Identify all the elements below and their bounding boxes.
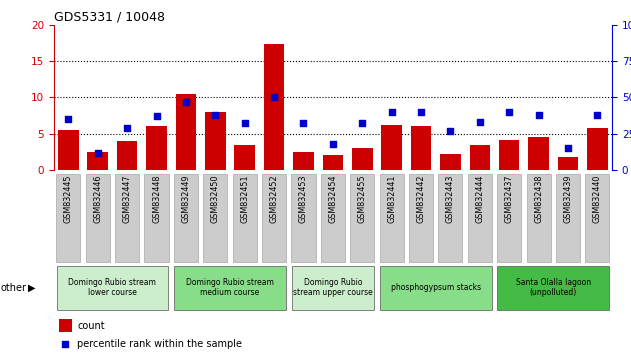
Bar [497, 266, 609, 310]
Bar [58, 130, 79, 170]
Text: GSM832437: GSM832437 [505, 175, 514, 223]
Bar [203, 173, 227, 262]
Bar [411, 126, 432, 170]
Text: GSM832454: GSM832454 [328, 175, 338, 223]
Text: phosphogypsum stacks: phosphogypsum stacks [391, 283, 481, 292]
Bar [352, 148, 372, 170]
Bar [469, 144, 490, 170]
Point [63, 116, 73, 122]
Text: GSM832455: GSM832455 [358, 175, 367, 223]
Text: GSM832451: GSM832451 [240, 175, 249, 223]
Bar [322, 155, 343, 170]
Text: GSM832453: GSM832453 [299, 175, 308, 223]
Text: count: count [77, 321, 105, 331]
Bar [381, 125, 402, 170]
Bar [409, 173, 433, 262]
Text: GSM832440: GSM832440 [593, 175, 602, 223]
Point [416, 109, 426, 115]
Text: GSM832445: GSM832445 [64, 175, 73, 223]
Bar [440, 154, 461, 170]
Bar [528, 137, 549, 170]
Bar [556, 173, 580, 262]
Bar [262, 173, 286, 262]
Bar [115, 173, 139, 262]
Text: GSM832448: GSM832448 [152, 175, 161, 223]
Bar [439, 173, 463, 262]
Bar [174, 173, 198, 262]
Point [445, 128, 456, 133]
Text: GDS5331 / 10048: GDS5331 / 10048 [54, 11, 165, 24]
Text: Santa Olalla lagoon
(unpolluted): Santa Olalla lagoon (unpolluted) [516, 278, 591, 297]
Text: ▶: ▶ [28, 282, 35, 293]
Bar [264, 44, 285, 170]
Bar [146, 126, 167, 170]
Text: Domingo Rubio stream
medium course: Domingo Rubio stream medium course [186, 278, 274, 297]
Bar [292, 173, 316, 262]
Bar [292, 266, 374, 310]
Text: GSM832438: GSM832438 [534, 175, 543, 223]
Point [181, 99, 191, 104]
Point [534, 112, 544, 118]
Text: GSM832450: GSM832450 [211, 175, 220, 223]
Point [593, 112, 603, 118]
Bar [350, 173, 374, 262]
Bar [88, 152, 108, 170]
Bar [205, 112, 225, 170]
Text: GSM832439: GSM832439 [563, 175, 572, 223]
Text: GSM832443: GSM832443 [446, 175, 455, 223]
Point [61, 341, 71, 347]
Point [504, 109, 514, 115]
Point [298, 121, 309, 126]
Text: other: other [1, 282, 27, 293]
Bar [293, 152, 314, 170]
Point [122, 125, 132, 131]
Text: GSM832449: GSM832449 [181, 175, 191, 223]
Text: GSM832447: GSM832447 [122, 175, 132, 223]
Bar [117, 141, 138, 170]
Bar [586, 173, 610, 262]
Bar [56, 173, 80, 262]
Text: Domingo Rubio
stream upper course: Domingo Rubio stream upper course [293, 278, 373, 297]
Point [210, 112, 220, 118]
Bar [497, 173, 521, 262]
Text: percentile rank within the sample: percentile rank within the sample [77, 339, 242, 349]
Point [475, 119, 485, 125]
Bar [468, 173, 492, 262]
Point [328, 141, 338, 147]
Bar [59, 319, 71, 332]
Point [240, 121, 250, 126]
Bar [558, 157, 578, 170]
Bar [526, 173, 551, 262]
Bar [587, 128, 608, 170]
Bar [234, 144, 255, 170]
Text: GSM832442: GSM832442 [416, 175, 425, 223]
Bar [57, 266, 168, 310]
Bar [233, 173, 257, 262]
Point [357, 121, 367, 126]
Bar [144, 173, 168, 262]
Text: GSM832444: GSM832444 [475, 175, 485, 223]
Bar [499, 140, 519, 170]
Bar [321, 173, 345, 262]
Point [387, 109, 397, 115]
Bar [86, 173, 110, 262]
Bar [175, 94, 196, 170]
Bar [380, 266, 492, 310]
Bar [174, 266, 286, 310]
Bar [380, 173, 404, 262]
Text: GSM832452: GSM832452 [269, 175, 278, 223]
Text: GSM832446: GSM832446 [93, 175, 102, 223]
Point [563, 145, 573, 151]
Point [151, 113, 162, 119]
Text: Domingo Rubio stream
lower course: Domingo Rubio stream lower course [69, 278, 156, 297]
Point [269, 95, 279, 100]
Text: GSM832441: GSM832441 [387, 175, 396, 223]
Point [93, 150, 103, 155]
